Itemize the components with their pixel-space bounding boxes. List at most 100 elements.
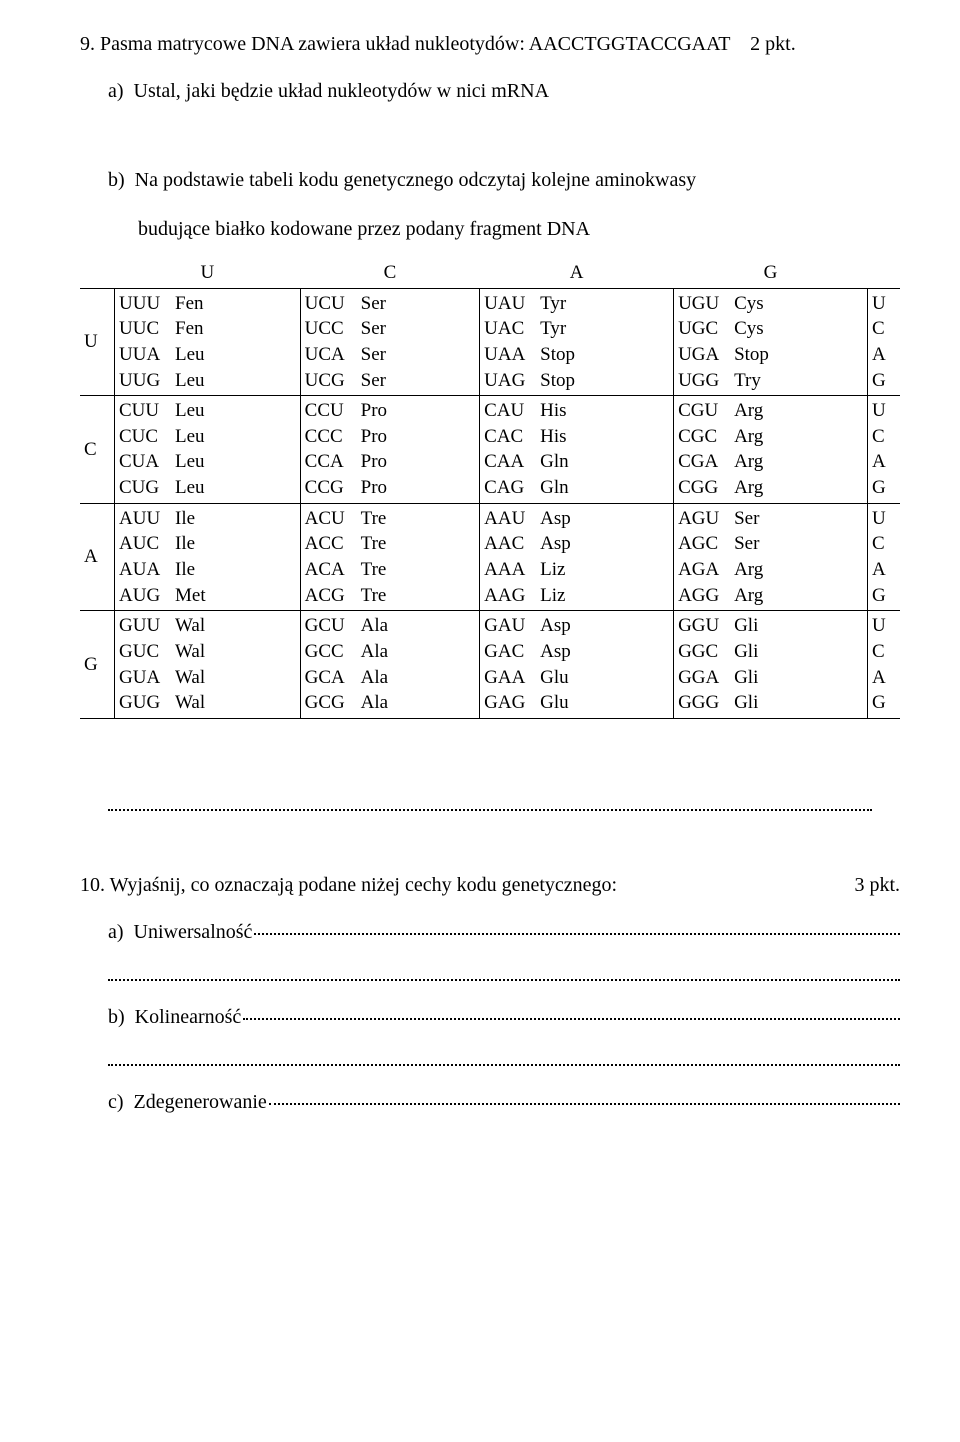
amino-acid: Stop	[540, 368, 669, 394]
amino-acid: Tre	[361, 531, 476, 557]
amino-acid: Liz	[540, 557, 669, 583]
codon-cell: GAUGACGAAGAGAspAspGluGlu	[480, 611, 674, 719]
third-pos: A	[872, 449, 896, 475]
page: 9. Pasma matrycowe DNA zawiera układ nuk…	[0, 0, 960, 1147]
amino-acid: Leu	[175, 475, 296, 501]
codon: AAU	[484, 506, 540, 532]
codon: CUU	[119, 398, 175, 424]
codon: UUC	[119, 316, 175, 342]
amino-acid: Ser	[734, 506, 863, 532]
amino-acid: Ser	[361, 316, 476, 342]
q10-points: 3 pkt.	[854, 871, 900, 900]
amino-acid: Tre	[361, 583, 476, 609]
codon: AUG	[119, 583, 175, 609]
codon: GAA	[484, 665, 540, 691]
third-pos: A	[872, 557, 896, 583]
third-pos: U	[872, 291, 896, 317]
codon-cell: AUUAUCAUAAUGIleIleIleMet	[115, 503, 301, 611]
codon: CCG	[305, 475, 361, 501]
codon: GUU	[119, 613, 175, 639]
codon: AGA	[678, 557, 734, 583]
codon: CGG	[678, 475, 734, 501]
row-header: C	[80, 396, 115, 504]
third-pos: U	[872, 506, 896, 532]
q9-number: 9.	[80, 33, 95, 55]
codon: AUC	[119, 531, 175, 557]
codon: GUA	[119, 665, 175, 691]
third-pos-col: UCAG	[868, 503, 901, 611]
amino-acid: Arg	[734, 424, 863, 450]
codon-cell: GGUGGCGGAGGGGliGliGliGli	[674, 611, 868, 719]
q10-b-letter: b)	[108, 1006, 125, 1028]
amino-acid: Asp	[540, 531, 669, 557]
amino-acid: Ala	[361, 690, 476, 716]
amino-acid: Tre	[361, 557, 476, 583]
codon: GGU	[678, 613, 734, 639]
amino-acid: Pro	[361, 475, 476, 501]
codon: UCA	[305, 342, 361, 368]
answer-line	[108, 789, 872, 811]
codon: GAC	[484, 639, 540, 665]
codon-cell: UGUUGCUGAUGGCysCysStopTry	[674, 288, 868, 396]
codon: GUG	[119, 690, 175, 716]
codon: UUG	[119, 368, 175, 394]
amino-acid: Ser	[361, 342, 476, 368]
third-pos-col: UCAG	[868, 288, 901, 396]
third-pos: G	[872, 368, 896, 394]
codon: CGC	[678, 424, 734, 450]
third-pos: U	[872, 398, 896, 424]
amino-acid: Ser	[361, 291, 476, 317]
codon: CUG	[119, 475, 175, 501]
amino-acid: Gli	[734, 690, 863, 716]
third-pos: C	[872, 424, 896, 450]
amino-acid: Fen	[175, 291, 296, 317]
amino-acid: Ser	[734, 531, 863, 557]
q10-a-letter: a)	[108, 921, 124, 943]
third-pos: G	[872, 690, 896, 716]
codon: AAG	[484, 583, 540, 609]
codon: AAA	[484, 557, 540, 583]
row-header: U	[80, 288, 115, 396]
codon-cell: CGUCGCCGACGGArgArgArgArg	[674, 396, 868, 504]
codon: GGA	[678, 665, 734, 691]
amino-acid: Arg	[734, 583, 863, 609]
codon: UUU	[119, 291, 175, 317]
table-corner	[80, 258, 115, 288]
q10-a-label: a) Uniwersalność	[108, 918, 252, 947]
codon: CGA	[678, 449, 734, 475]
codon: UAC	[484, 316, 540, 342]
q10-b-label: b) Kolinearność	[108, 1003, 241, 1032]
codon-table: UCAGUUUUUUCUUAUUGFenFenLeuLeuUCUUCCUCAUC…	[80, 258, 900, 719]
col-header: U	[115, 258, 301, 288]
amino-acid: Ile	[175, 506, 296, 532]
q9-b-label: b)	[108, 169, 125, 191]
amino-acid: Gli	[734, 639, 863, 665]
codon: CAG	[484, 475, 540, 501]
q9-part-b: b) Na podstawie tabeli kodu genetycznego…	[80, 166, 900, 195]
codon: UCG	[305, 368, 361, 394]
amino-acid: His	[540, 424, 669, 450]
row-header: G	[80, 611, 115, 719]
codon-cell: CAUCACCAACAGHisHisGlnGln	[480, 396, 674, 504]
codon: AGU	[678, 506, 734, 532]
amino-acid: Arg	[734, 557, 863, 583]
codon-cell: ACUACCACAACGTreTreTreTre	[300, 503, 480, 611]
codon-cell: UCUUCCUCAUCGSerSerSerSer	[300, 288, 480, 396]
dotted-line	[108, 957, 900, 981]
amino-acid: Cys	[734, 316, 863, 342]
amino-acid: Gln	[540, 475, 669, 501]
amino-acid: Stop	[734, 342, 863, 368]
amino-acid: Asp	[540, 506, 669, 532]
codon: GUC	[119, 639, 175, 665]
dotted-line	[269, 1103, 900, 1105]
amino-acid: Pro	[361, 398, 476, 424]
codon-cell: UAUUACUAAUAGTyrTyrStopStop	[480, 288, 674, 396]
amino-acid: Leu	[175, 342, 296, 368]
codon: ACA	[305, 557, 361, 583]
codon-cell: AGUAGCAGAAGGSerSerArgArg	[674, 503, 868, 611]
question-9: 9. Pasma matrycowe DNA zawiera układ nuk…	[80, 30, 900, 59]
codon: GCC	[305, 639, 361, 665]
q9-b-text1: Na podstawie tabeli kodu genetycznego od…	[135, 169, 696, 191]
codon-cell: GCUGCCGCAGCGAlaAlaAlaAla	[300, 611, 480, 719]
q10-b-text: Kolinearność	[135, 1006, 242, 1028]
